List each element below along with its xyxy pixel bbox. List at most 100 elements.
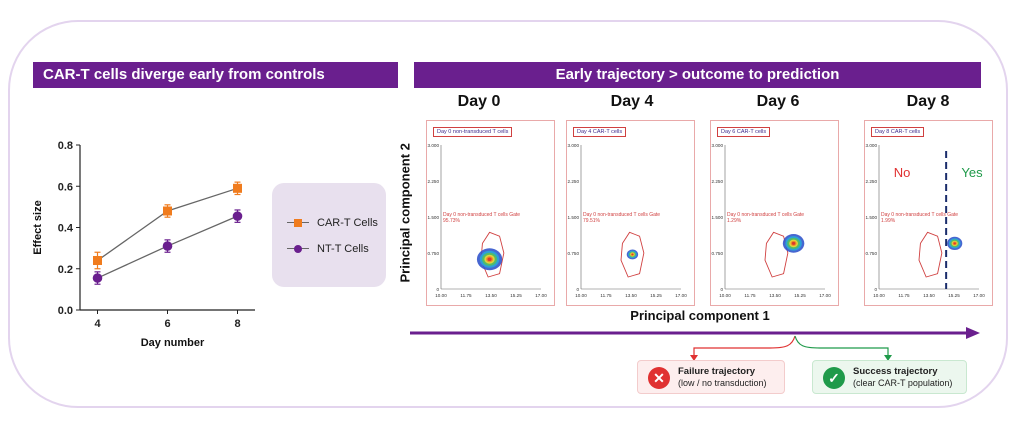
pca-y-tick-label: 1.500 [866,215,878,220]
success-subtitle: (clear CAR-T population) [853,378,953,388]
y-axis-label: Effect size [32,200,44,254]
left-panel-title: CAR-T cells diverge early from controls [33,62,398,88]
pca-y-axis-label: Principal component 2 [397,143,413,283]
pca-y-tick-label: 0.750 [428,251,440,256]
pca-plot-day-8: 0 0.750 1.500 2.250 3.000 10.00 11.75 13.50 15.2… [864,120,993,306]
pca-plot-day-6: 0 0.750 1.500 2.250 3.000 10.00 11.75 13.50 15.2… [710,120,839,306]
gate-polygon [918,231,943,278]
pca-plot-day-4: 0 0.750 1.500 2.250 3.000 10.00 11.75 13.50 15.2… [566,120,695,306]
right-panel-title: Early trajectory > outcome to prediction [414,62,981,88]
failure-x-icon: ✕ [648,367,670,389]
pca-y-tick-label: 2.250 [712,179,724,184]
pca-x-tick-label: 10.00 [873,293,885,298]
y-tick-label: 0.4 [58,223,74,235]
pca-y-tick-label: 0 [720,287,723,292]
pca-x-tick-label: 10.00 [719,293,731,298]
pca-x-tick-label: 15.25 [948,293,960,298]
gate-percentage: 1.99% [881,218,896,224]
pca-x-tick-label: 11.75 [600,293,612,298]
pca-y-tick-label: 1.500 [568,215,580,220]
x-axis-label: Day number [141,337,205,349]
pca-x-tick-label: 13.50 [923,293,935,298]
pca-y-tick-label: 2.250 [866,179,878,184]
pca-x-tick-label: 15.25 [650,293,662,298]
gate-percentage: 95.73% [443,218,461,224]
success-check-icon: ✓ [823,367,845,389]
pca-x-tick-label: 17.00 [973,293,985,298]
pca-x-tick-label: 13.50 [485,293,497,298]
pca-y-tick-label: 0 [576,287,579,292]
pca-x-tick-label: 15.25 [794,293,806,298]
plot-tag: Day 8 CAR-T cells [871,127,925,137]
day-title-6: Day 6 [756,93,800,110]
pca-y-tick-label: 2.250 [568,179,580,184]
pca-y-tick-label: 3.000 [568,143,580,148]
pca-x-tick-label: 11.75 [898,293,910,298]
chart-legend: CAR-T Cells NT-T Cells [272,183,386,287]
data-point [93,256,102,265]
pca-x-tick-label: 17.00 [535,293,547,298]
data-point [232,211,243,221]
figure-frame [8,20,1008,408]
pca-y-tick-label: 0.750 [568,251,580,256]
gate-label: Day 0 non-transduced T cells Gate [583,212,660,218]
pca-x-tick-label: 17.00 [675,293,687,298]
day-title-8: Day 8 [906,93,950,110]
failure-trajectory-card: ✕ Failure trajectory (low / no transduct… [637,360,785,394]
pca-x-tick-label: 11.75 [460,293,472,298]
gate-label: Day 0 non-transduced T cells Gate [443,212,520,218]
pca-x-tick-label: 17.00 [819,293,831,298]
pca-x-tick-label: 15.25 [510,293,522,298]
y-tick-label: 0.0 [58,305,73,317]
legend-item-nt-t: NT-T Cells [287,243,369,255]
pca-y-tick-label: 2.250 [428,179,440,184]
cluster-density-5 [953,242,956,245]
data-point [92,273,103,283]
cluster-density-5 [631,253,634,256]
gate-polygon [764,231,789,278]
x-tick-label: 4 [94,318,101,330]
gate-percentage: 79.51% [583,218,601,224]
pca-x-tick-label: 13.50 [625,293,637,298]
pca-y-tick-label: 3.000 [712,143,724,148]
effect-size-chart: 0.0 0.2 0.4 0.6 0.8 4 6 8 Day number Effect size [32,140,255,349]
pca-y-tick-label: 1.500 [712,215,724,220]
data-point [163,206,172,216]
yes-label: Yes [961,165,983,180]
pca-x-tick-label: 10.00 [575,293,587,298]
pca-y-tick-label: 3.000 [428,143,440,148]
pca-y-tick-label: 0 [436,287,439,292]
cluster-density-5 [487,257,492,262]
pca-x-tick-label: 11.75 [744,293,756,298]
day-title-0: Day 0 [457,93,501,110]
pca-x-tick-label: 10.00 [435,293,447,298]
x-tick-label: 8 [234,318,240,330]
gate-percentage: 1.29% [727,218,742,224]
data-point [233,183,242,193]
y-tick-label: 0.6 [58,181,73,193]
legend-label-nt-t: NT-T Cells [317,243,369,255]
data-point [162,241,173,251]
pca-y-tick-label: 1.500 [428,215,440,220]
plot-tag: Day 0 non-transduced T cells [433,127,513,137]
legend-label-car-t: CAR-T Cells [317,217,378,229]
pca-y-tick-label: 3.000 [866,143,878,148]
success-trajectory-card: ✓ Success trajectory (clear CAR-T popula… [812,360,967,394]
x-tick-label: 6 [164,318,170,330]
plot-tag: Day 4 CAR-T cells [573,127,627,137]
day-title-4: Day 4 [610,93,654,110]
success-title: Success trajectory [853,366,938,377]
no-label: No [894,165,911,180]
legend-item-car-t: CAR-T Cells [287,217,378,229]
gate-label: Day 0 non-transduced T cells Gate [881,212,958,218]
pca-y-tick-label: 0.750 [866,251,878,256]
y-tick-label: 0.8 [58,140,73,152]
cluster-density-5 [791,241,796,245]
plot-tag: Day 6 CAR-T cells [717,127,771,137]
pca-x-axis-label: Principal component 1 [630,308,770,323]
failure-title: Failure trajectory [678,366,756,377]
y-tick-label: 0.2 [58,264,73,276]
gate-polygon [620,231,645,278]
gate-label: Day 0 non-transduced T cells Gate [727,212,804,218]
pca-y-tick-label: 0 [874,287,877,292]
